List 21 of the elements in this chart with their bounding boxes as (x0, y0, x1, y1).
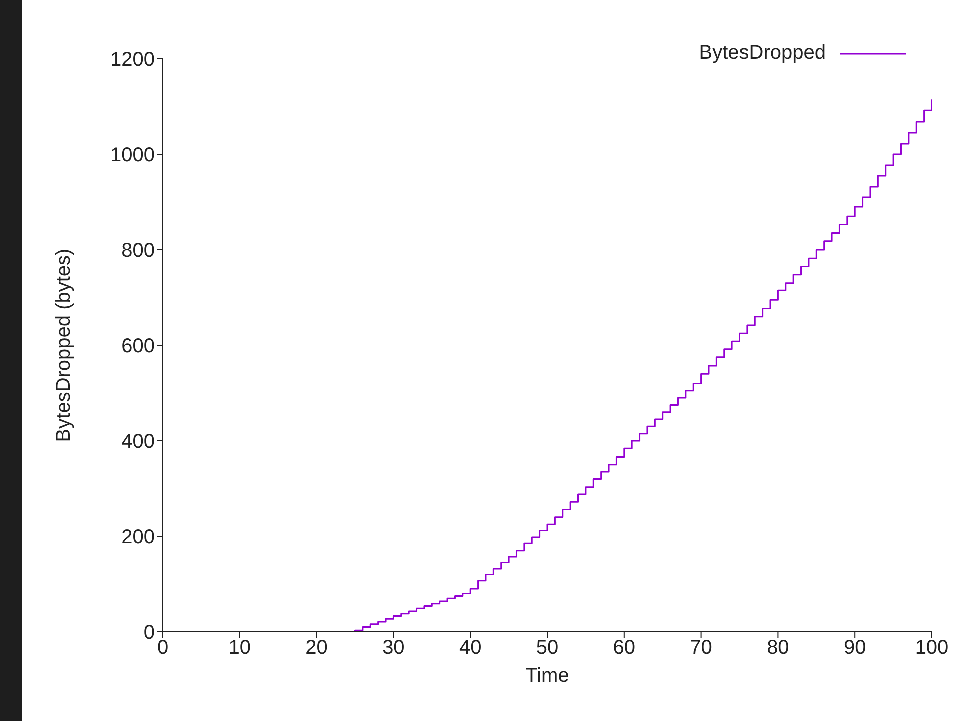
y-tick-label: 200 (122, 526, 155, 549)
y-tick-label: 1200 (110, 49, 155, 72)
y-tick-label: 800 (122, 240, 155, 262)
x-tick-label: 0 (157, 637, 169, 660)
y-tick-label: 1000 (110, 144, 155, 167)
y-axis-title: BytesDropped (bytes) (53, 248, 76, 442)
x-tick-label: 50 (536, 637, 559, 660)
x-axis-title: Time (526, 665, 570, 687)
x-tick-label: 20 (306, 637, 328, 660)
x-tick-label: 40 (459, 637, 482, 660)
x-tick-label: 70 (690, 637, 712, 660)
x-tick-label: 60 (613, 637, 636, 660)
legend-label: BytesDropped (699, 42, 826, 65)
x-tick-label: 10 (228, 637, 252, 660)
x-tick-label: 30 (382, 637, 405, 660)
x-tick-label: 90 (844, 637, 866, 660)
y-tick-label: 400 (122, 431, 155, 454)
x-tick-label: 100 (915, 637, 949, 660)
x-tick-label: 80 (767, 637, 790, 660)
y-tick-label: 600 (122, 336, 155, 358)
y-tick-label: 0 (144, 622, 155, 644)
